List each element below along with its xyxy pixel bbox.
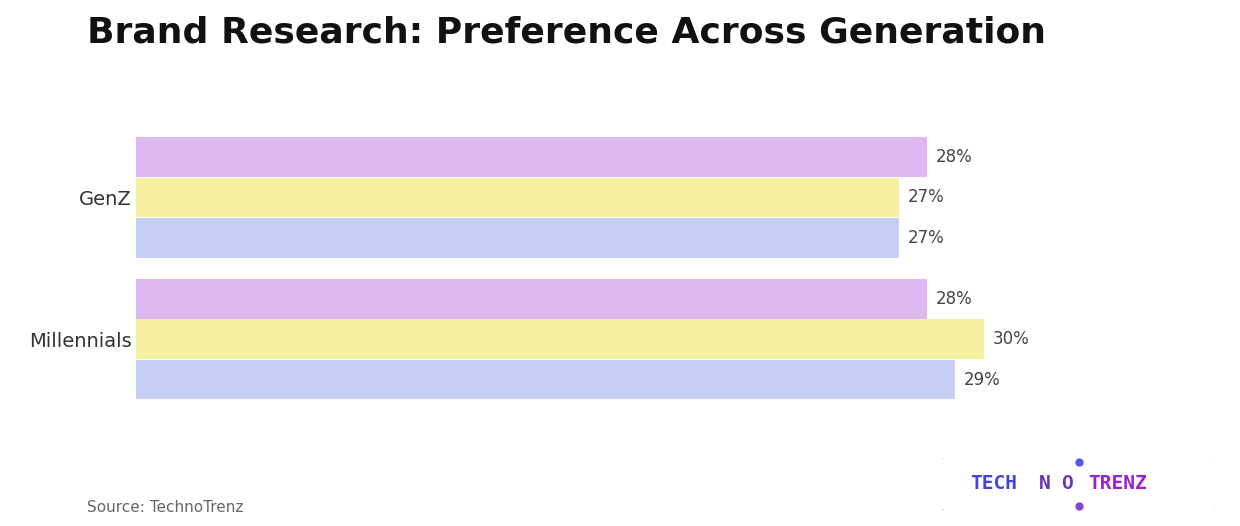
Text: 27%: 27% [908, 229, 944, 247]
Text: N: N [1039, 474, 1052, 493]
Bar [136, 319, 983, 359]
Text: 28%: 28% [936, 290, 972, 308]
Text: 27%: 27% [908, 188, 944, 206]
Text: 28%: 28% [936, 148, 972, 166]
Text: TECH: TECH [970, 474, 1017, 493]
Text: 29%: 29% [963, 370, 1001, 389]
Text: Brand Research: Preference Across Generation: Brand Research: Preference Across Genera… [87, 16, 1045, 50]
Bar [136, 177, 899, 217]
Text: O: O [1061, 474, 1073, 493]
Text: Source: TechnoTrenz: Source: TechnoTrenz [87, 500, 243, 515]
Text: TRENZ: TRENZ [1089, 474, 1147, 493]
Bar [136, 279, 928, 319]
Bar [136, 137, 928, 177]
Bar [136, 360, 956, 399]
Text: 30%: 30% [992, 330, 1029, 348]
Bar [136, 218, 899, 258]
